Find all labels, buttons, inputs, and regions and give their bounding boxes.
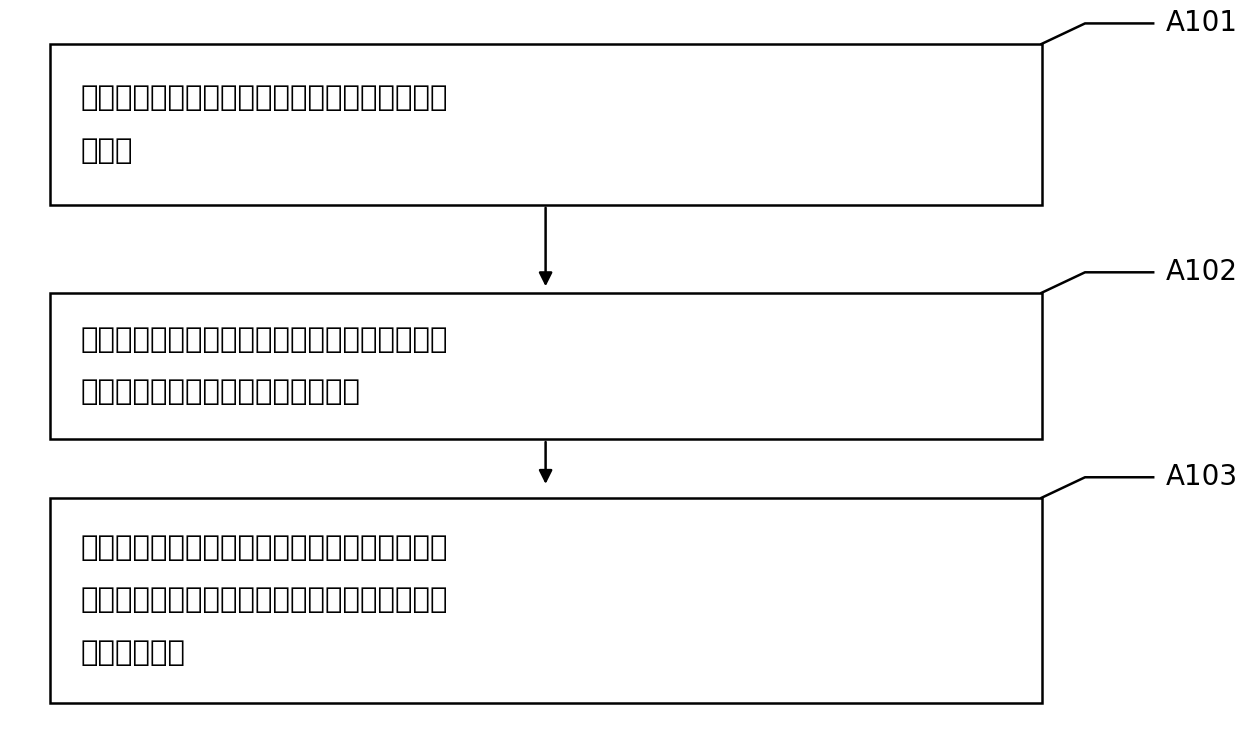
Text: 处理器模块控制第一开关模块导通，使蓄电池恆: 处理器模块控制第一开关模块导通，使蓄电池恆	[81, 84, 448, 112]
Text: 处理器模块根据获取到的蓄电池电压变化量和蓄: 处理器模块根据获取到的蓄电池电压变化量和蓄	[81, 326, 448, 354]
Bar	[50, 498, 1042, 703]
Text: A102: A102	[1166, 258, 1238, 286]
Text: 进行恆流充电: 进行恆流充电	[81, 639, 186, 667]
Bar	[50, 293, 1042, 439]
Text: A103: A103	[1166, 463, 1238, 491]
Text: A101: A101	[1166, 10, 1238, 37]
Text: 处理器模块控制第一开关模块断开，并控制第二: 处理器模块控制第一开关模块断开，并控制第二	[81, 534, 448, 561]
Bar	[50, 44, 1042, 205]
Text: 流放电: 流放电	[81, 137, 133, 165]
Text: 电池的放电时长，得到蓄电池的容量: 电池的放电时长，得到蓄电池的容量	[81, 378, 361, 406]
Text: 开关模块导通，使直流系统中的整流器对蓄电池: 开关模块导通，使直流系统中的整流器对蓄电池	[81, 586, 448, 614]
